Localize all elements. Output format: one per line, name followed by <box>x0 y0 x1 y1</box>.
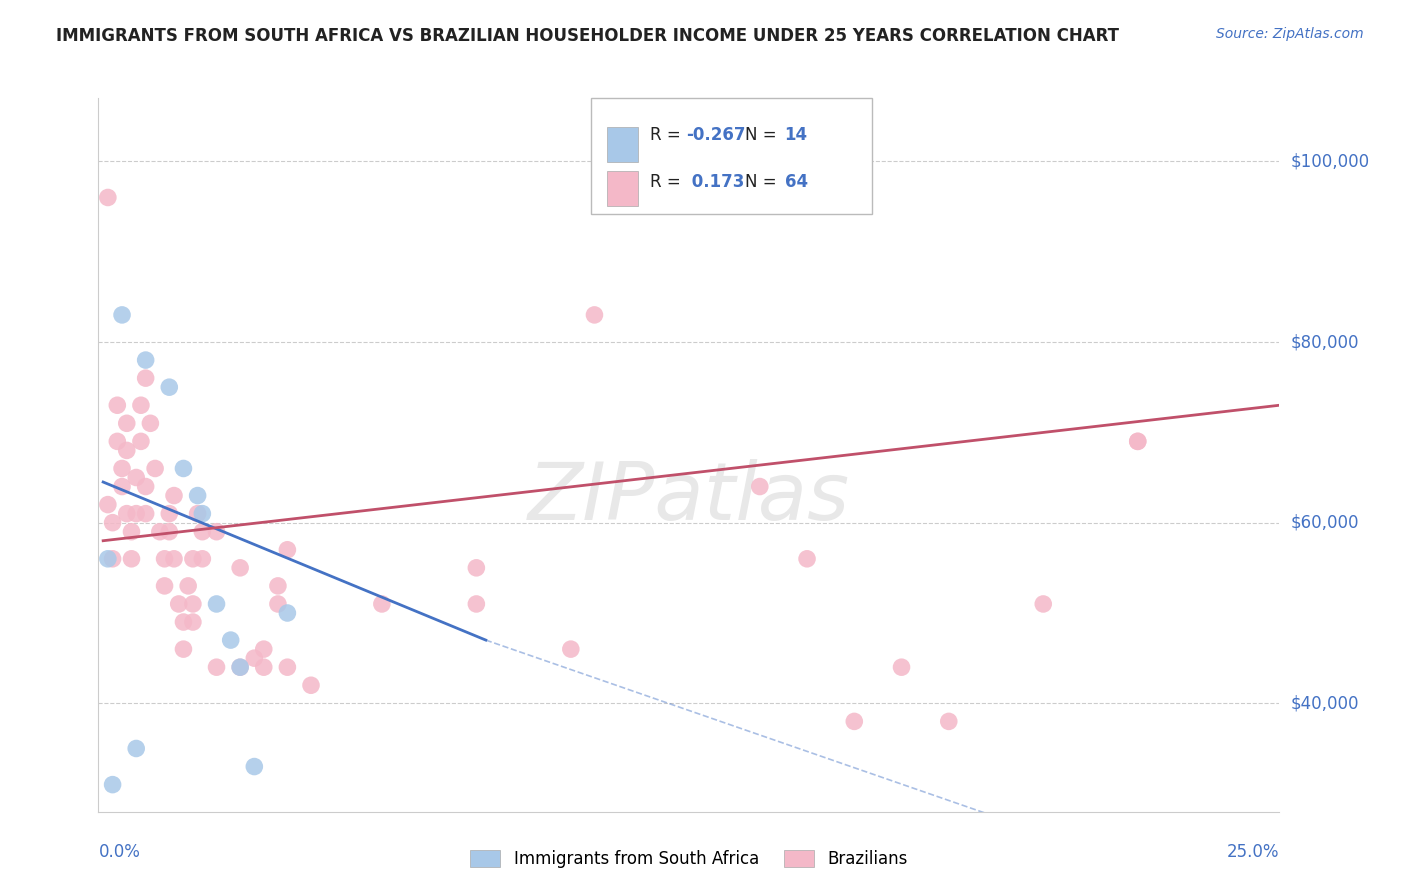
Point <box>181 551 204 566</box>
Legend: Immigrants from South Africa, Brazilians: Immigrants from South Africa, Brazilians <box>464 843 914 875</box>
Point <box>163 489 186 503</box>
Point <box>111 461 134 475</box>
Point <box>153 579 176 593</box>
Point <box>135 353 157 368</box>
Point <box>583 308 606 322</box>
Point <box>105 434 128 449</box>
Point <box>276 660 298 674</box>
Text: R =: R = <box>650 127 686 145</box>
Point <box>111 479 134 493</box>
Point <box>938 714 960 729</box>
Point <box>191 524 214 539</box>
Point <box>101 551 124 566</box>
Point <box>1032 597 1054 611</box>
Text: $40,000: $40,000 <box>1291 694 1360 713</box>
Point <box>149 524 172 539</box>
Point <box>205 597 228 611</box>
Point <box>129 434 152 449</box>
Point <box>125 741 148 756</box>
Text: R =: R = <box>650 173 686 191</box>
Point <box>125 507 148 521</box>
Point <box>172 642 194 657</box>
Point <box>253 642 276 657</box>
Point <box>129 398 152 412</box>
Point <box>125 470 148 484</box>
Text: $60,000: $60,000 <box>1291 514 1360 532</box>
Point <box>157 507 180 521</box>
Text: 25.0%: 25.0% <box>1227 843 1279 861</box>
Point <box>101 516 124 530</box>
Point <box>187 489 209 503</box>
Point <box>844 714 866 729</box>
Point <box>181 597 204 611</box>
Point <box>115 443 138 458</box>
Point <box>153 551 176 566</box>
Point <box>172 461 194 475</box>
Point <box>121 551 143 566</box>
Point <box>890 660 912 674</box>
Point <box>177 579 200 593</box>
Point <box>143 461 166 475</box>
Point <box>172 615 194 629</box>
Text: 14: 14 <box>785 127 807 145</box>
Point <box>157 524 180 539</box>
Text: $100,000: $100,000 <box>1291 153 1369 170</box>
Point <box>205 524 228 539</box>
Point <box>167 597 190 611</box>
Point <box>465 561 488 575</box>
Point <box>299 678 322 692</box>
Text: ZIPatlas: ZIPatlas <box>527 458 851 537</box>
Point <box>229 561 252 575</box>
Point <box>748 479 770 493</box>
Point <box>253 660 276 674</box>
Point <box>181 615 204 629</box>
Point <box>267 597 290 611</box>
Point <box>135 507 157 521</box>
Point <box>205 660 228 674</box>
Point <box>191 507 214 521</box>
Point <box>157 380 180 394</box>
Point <box>796 551 818 566</box>
Text: Source: ZipAtlas.com: Source: ZipAtlas.com <box>1216 27 1364 41</box>
Point <box>97 190 120 204</box>
Text: 64: 64 <box>785 173 807 191</box>
Point <box>229 660 252 674</box>
Point <box>276 606 298 620</box>
Point <box>105 398 128 412</box>
Text: IMMIGRANTS FROM SOUTH AFRICA VS BRAZILIAN HOUSEHOLDER INCOME UNDER 25 YEARS CORR: IMMIGRANTS FROM SOUTH AFRICA VS BRAZILIA… <box>56 27 1119 45</box>
Point <box>97 551 120 566</box>
Point <box>115 507 138 521</box>
Point <box>97 498 120 512</box>
Point <box>465 597 488 611</box>
Text: 0.0%: 0.0% <box>98 843 141 861</box>
Text: $80,000: $80,000 <box>1291 333 1360 351</box>
Point <box>219 633 242 648</box>
Point <box>139 417 162 431</box>
Point <box>135 371 157 385</box>
Point <box>229 660 252 674</box>
Point <box>187 507 209 521</box>
Point <box>111 308 134 322</box>
Text: 0.173: 0.173 <box>686 173 745 191</box>
Point <box>115 417 138 431</box>
Point <box>243 759 266 773</box>
Point <box>1126 434 1149 449</box>
Point <box>1126 434 1149 449</box>
Point <box>121 524 143 539</box>
Text: N =: N = <box>745 173 782 191</box>
Point <box>135 479 157 493</box>
Point <box>276 542 298 557</box>
Text: -0.267: -0.267 <box>686 127 745 145</box>
Point <box>560 642 582 657</box>
Text: N =: N = <box>745 127 782 145</box>
Point <box>243 651 266 665</box>
Point <box>163 551 186 566</box>
Point <box>191 551 214 566</box>
Point <box>371 597 394 611</box>
Point <box>267 579 290 593</box>
Point <box>101 778 124 792</box>
